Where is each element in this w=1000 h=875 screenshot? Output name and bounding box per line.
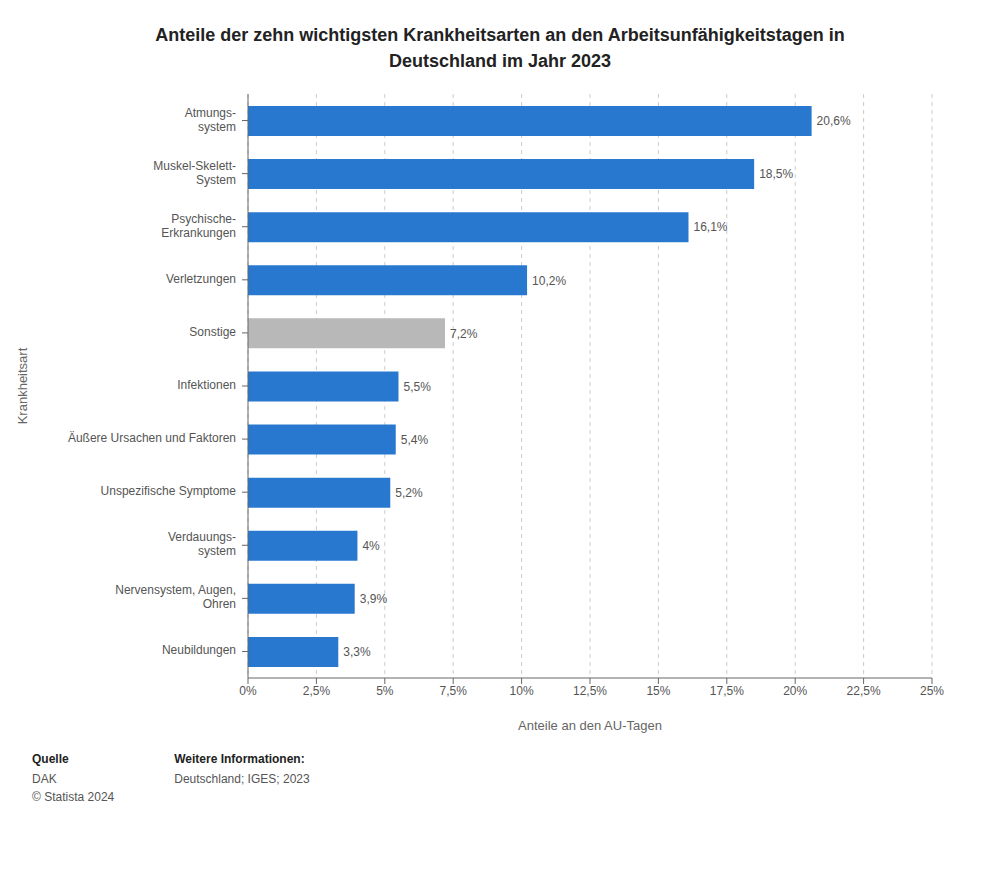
svg-text:5,4%: 5,4% <box>401 433 429 447</box>
svg-text:Atmungs-system: Atmungs-system <box>185 106 236 134</box>
svg-text:3,3%: 3,3% <box>343 645 371 659</box>
svg-text:Sonstige: Sonstige <box>189 325 236 339</box>
svg-text:10%: 10% <box>510 684 534 698</box>
svg-text:Nervensystem, Augen,Ohren: Nervensystem, Augen,Ohren <box>115 584 236 612</box>
svg-text:22,5%: 22,5% <box>847 684 881 698</box>
svg-text:10,2%: 10,2% <box>532 274 566 288</box>
svg-text:17,5%: 17,5% <box>710 684 744 698</box>
svg-text:15%: 15% <box>646 684 670 698</box>
svg-text:16,1%: 16,1% <box>693 220 727 234</box>
svg-text:20%: 20% <box>783 684 807 698</box>
html-text:Deutschland; IGES; 2023: Deutschland; IGES; 2023 <box>174 772 310 786</box>
svg-text:25%: 25% <box>920 684 944 698</box>
svg-text:0%: 0% <box>239 684 257 698</box>
svg-text:Äußere Ursachen und Faktoren: Äußere Ursachen und Faktoren <box>68 431 236 445</box>
svg-text:Muskel-Skelett-System: Muskel-Skelett-System <box>153 159 236 187</box>
html-text:Quelle: Quelle <box>32 752 69 766</box>
svg-text:4%: 4% <box>362 539 380 553</box>
svg-text:7,5%: 7,5% <box>440 684 468 698</box>
svg-text:Krankheitsart: Krankheitsart <box>15 347 30 424</box>
html-text:Anteile der zehn wichtigsten K: Anteile der zehn wichtigsten Krankheitsa… <box>155 25 845 45</box>
html-text:Weitere Informationen:: Weitere Informationen: <box>174 752 305 766</box>
svg-text:Unspezifische Symptome: Unspezifische Symptome <box>101 484 237 498</box>
svg-text:5%: 5% <box>376 684 394 698</box>
svg-text:Anteile an den AU-Tagen: Anteile an den AU-Tagen <box>518 718 662 733</box>
svg-text:5,5%: 5,5% <box>403 380 431 394</box>
svg-text:7,2%: 7,2% <box>450 327 478 341</box>
svg-text:3,9%: 3,9% <box>360 592 388 606</box>
html-text:Deutschland im Jahr 2023: Deutschland im Jahr 2023 <box>389 51 611 71</box>
svg-text:12,5%: 12,5% <box>573 684 607 698</box>
html-text:DAK © Statista 2024: DAK © Statista 2024 <box>32 772 115 804</box>
svg-text:20,6%: 20,6% <box>817 114 851 128</box>
svg-text:Neubildungen: Neubildungen <box>162 644 236 658</box>
svg-text:2,5%: 2,5% <box>303 684 331 698</box>
svg-text:Verletzungen: Verletzungen <box>166 272 236 286</box>
svg-text:Infektionen: Infektionen <box>177 378 236 392</box>
svg-text:Verdauungs-system: Verdauungs-system <box>168 530 236 558</box>
svg-text:5,2%: 5,2% <box>395 486 423 500</box>
svg-text:Psychische-Erkrankungen: Psychische-Erkrankungen <box>161 212 236 240</box>
svg-text:18,5%: 18,5% <box>759 167 793 181</box>
